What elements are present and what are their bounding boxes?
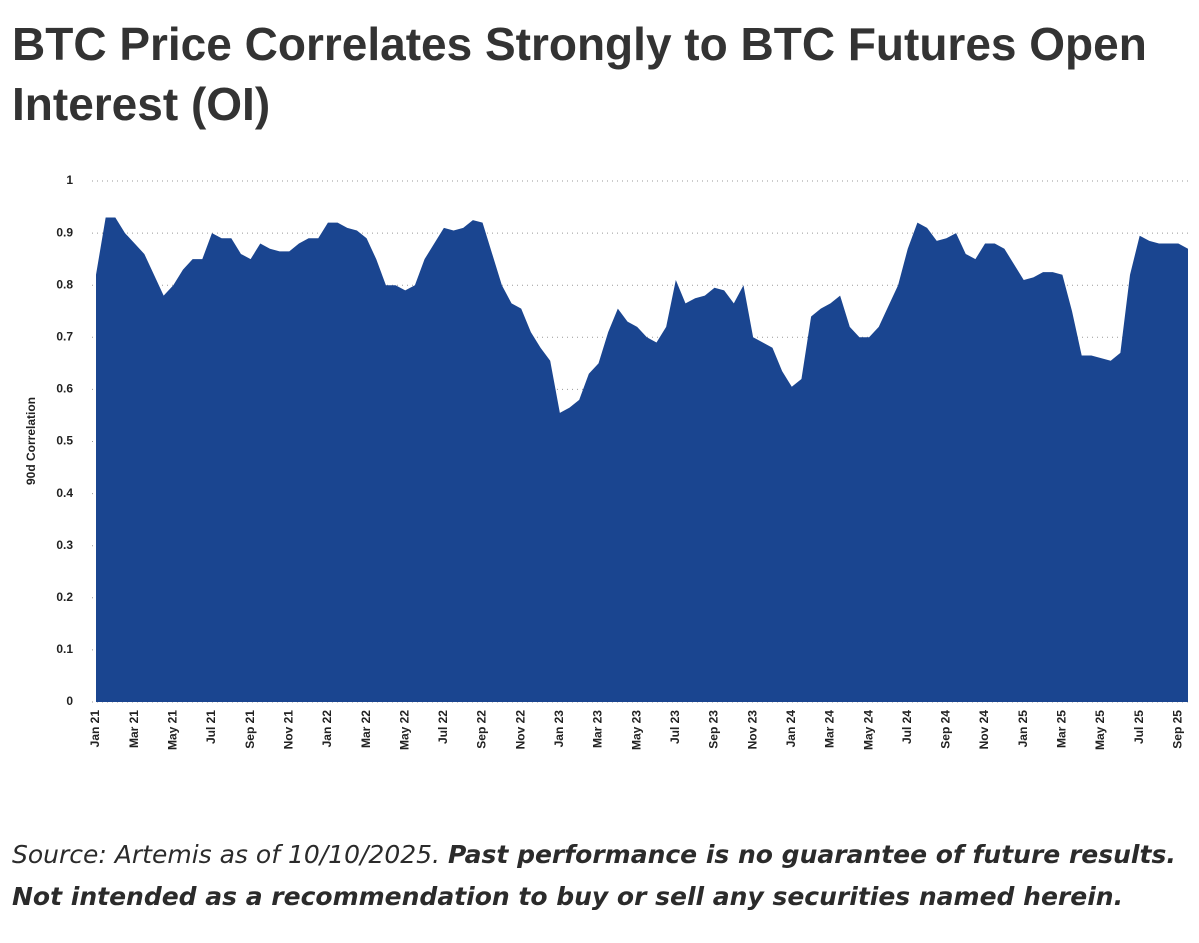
x-tick-label: May 25: [1093, 710, 1107, 750]
chart-title: BTC Price Correlates Strongly to BTC Fut…: [12, 18, 1147, 130]
x-tick-label: Sep 23: [707, 710, 721, 749]
y-tick-label: 0.9: [56, 225, 73, 239]
area: [96, 217, 1188, 702]
footer-disclaimer: Past performance is no guarantee of futu…: [12, 840, 1176, 911]
x-tick-label: Nov 21: [281, 710, 295, 750]
x-tick-label: Sep 22: [475, 710, 489, 749]
y-tick-label: 0.1: [56, 642, 73, 656]
y-tick-label: 0.6: [56, 382, 73, 396]
x-tick-label: Jul 24: [900, 710, 914, 744]
y-tick-label: 0.3: [56, 538, 73, 552]
footer-source: Source: Artemis as of 10/10/2025.: [12, 840, 440, 869]
x-tick-label: May 24: [861, 710, 875, 750]
x-tick-label: Mar 25: [1055, 710, 1069, 748]
x-tick-label: May 23: [629, 710, 643, 750]
y-tick-label: 0.8: [56, 277, 73, 291]
x-tick-label: Sep 21: [243, 710, 257, 749]
x-tick-label: Mar 24: [823, 710, 837, 748]
y-tick-label: 1: [66, 173, 73, 187]
x-tick-label: Mar 22: [359, 710, 373, 748]
x-tick-label: Jan 22: [320, 710, 334, 748]
x-tick-label: Sep 24: [939, 710, 953, 749]
x-tick-label: Nov 24: [977, 710, 991, 750]
x-tick-label: Jul 23: [668, 710, 682, 744]
x-tick-label: Jul 21: [204, 710, 218, 744]
x-tick-label: Jan 23: [552, 710, 566, 748]
x-tick-label: Jan 25: [1016, 710, 1030, 748]
x-tick-label: Mar 23: [591, 710, 605, 748]
x-tick-label: May 21: [165, 710, 179, 750]
x-tick-label: May 22: [397, 710, 411, 750]
y-tick-label: 0: [66, 694, 73, 708]
x-tick-label: Nov 22: [513, 710, 527, 750]
x-tick-label: Jan 21: [88, 710, 102, 748]
y-axis-label: 90d Correlation: [24, 397, 38, 485]
y-tick-label: 0.2: [56, 590, 73, 604]
footer: Source: Artemis as of 10/10/2025. Past p…: [12, 834, 1198, 918]
chart: 90d Correlation 0 0.1 0.2 0.3 0.4 0.5 0.6 0.7 0.…: [24, 173, 1188, 750]
y-tick-label: 0.7: [56, 329, 73, 343]
x-tick-label: Mar 21: [127, 710, 141, 748]
x-tick-label: Jul 22: [436, 710, 450, 744]
x-tick-label: Jul 25: [1132, 710, 1146, 744]
y-tick-label: 0.4: [56, 486, 73, 500]
x-tick-label: Jan 24: [784, 710, 798, 748]
y-tick-label: 0.5: [56, 434, 73, 448]
x-tick-label: Nov 23: [745, 710, 759, 750]
x-tick-label: Sep 25: [1171, 710, 1185, 749]
